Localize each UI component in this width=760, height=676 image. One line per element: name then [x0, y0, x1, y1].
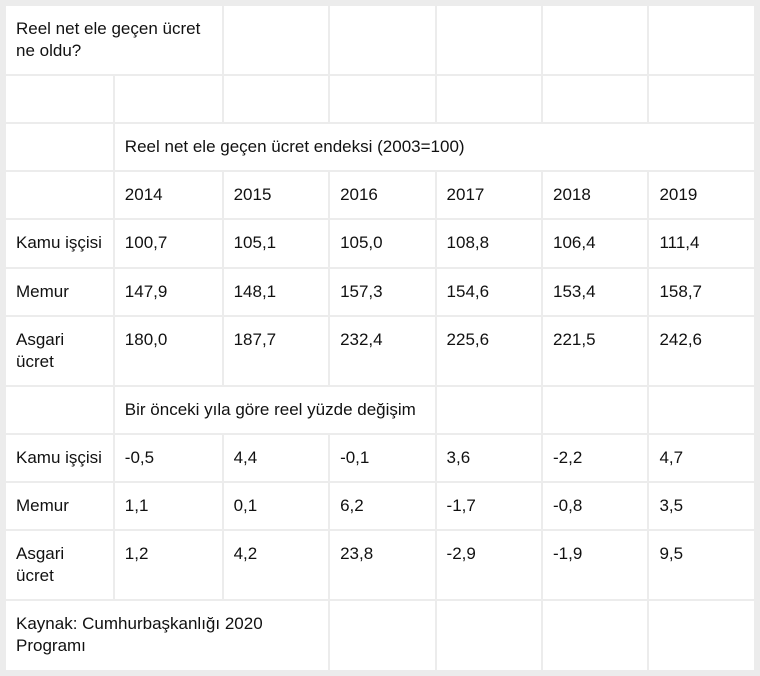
cell: -1,7	[437, 483, 541, 529]
empty-cell	[437, 601, 541, 669]
table-row: Kamu işçisi -0,5 4,4 -0,1 3,6 -2,2 4,7	[6, 435, 754, 481]
table-title: Reel net ele geçen ücret ne oldu?	[6, 6, 222, 74]
row-label: Asgari ücret	[6, 531, 113, 599]
cell: 106,4	[543, 220, 647, 266]
cell: 4,2	[224, 531, 328, 599]
empty-cell	[543, 387, 647, 433]
cell: 147,9	[115, 269, 222, 315]
section2-header-row: Bir önceki yıla göre reel yüzde değişim	[6, 387, 754, 433]
cell: 1,2	[115, 531, 222, 599]
empty-cell	[437, 6, 541, 74]
cell: -0,5	[115, 435, 222, 481]
source-text: Kaynak: Cumhurbaşkanlığı 2020 Programı	[6, 601, 328, 669]
empty-cell	[224, 6, 328, 74]
year-cell: 2018	[543, 172, 647, 218]
empty-cell	[6, 124, 113, 170]
table-row: Asgari ücret 1,2 4,2 23,8 -2,9 -1,9 9,5	[6, 531, 754, 599]
cell: 154,6	[437, 269, 541, 315]
cell: 105,1	[224, 220, 328, 266]
empty-cell	[649, 6, 754, 74]
row-label: Kamu işçisi	[6, 435, 113, 481]
empty-cell	[6, 172, 113, 218]
cell: 1,1	[115, 483, 222, 529]
year-cell: 2017	[437, 172, 541, 218]
year-cell: 2015	[224, 172, 328, 218]
cell: 4,4	[224, 435, 328, 481]
cell: 225,6	[437, 317, 541, 385]
row-label: Asgari ücret	[6, 317, 113, 385]
row-label: Memur	[6, 483, 113, 529]
empty-cell	[649, 387, 754, 433]
cell: 6,2	[330, 483, 434, 529]
empty-cell	[543, 601, 647, 669]
cell: 232,4	[330, 317, 434, 385]
empty-cell	[649, 601, 754, 669]
cell: 111,4	[649, 220, 754, 266]
cell: 23,8	[330, 531, 434, 599]
cell: 148,1	[224, 269, 328, 315]
cell: 158,7	[649, 269, 754, 315]
cell: -1,9	[543, 531, 647, 599]
cell: -0,1	[330, 435, 434, 481]
row-label: Kamu işçisi	[6, 220, 113, 266]
cell: 3,6	[437, 435, 541, 481]
year-cell: 2016	[330, 172, 434, 218]
empty-cell	[330, 76, 434, 122]
cell: -0,8	[543, 483, 647, 529]
table-row: Kamu işçisi 100,7 105,1 105,0 108,8 106,…	[6, 220, 754, 266]
source-row: Kaynak: Cumhurbaşkanlığı 2020 Programı	[6, 601, 754, 669]
row-label: Memur	[6, 269, 113, 315]
cell: 105,0	[330, 220, 434, 266]
cell: 4,7	[649, 435, 754, 481]
empty-cell	[543, 76, 647, 122]
cell: 153,4	[543, 269, 647, 315]
empty-cell	[115, 76, 222, 122]
wage-table: Reel net ele geçen ücret ne oldu? Reel n…	[4, 4, 756, 672]
empty-cell	[6, 76, 113, 122]
cell: 3,5	[649, 483, 754, 529]
section1-header: Reel net ele geçen ücret endeksi (2003=1…	[115, 124, 754, 170]
empty-cell	[649, 76, 754, 122]
table-container: Reel net ele geçen ücret ne oldu? Reel n…	[0, 0, 760, 676]
cell: 187,7	[224, 317, 328, 385]
cell: 9,5	[649, 531, 754, 599]
title-row: Reel net ele geçen ücret ne oldu?	[6, 6, 754, 74]
empty-cell	[6, 387, 113, 433]
cell: 100,7	[115, 220, 222, 266]
empty-cell	[543, 6, 647, 74]
table-row: Memur 1,1 0,1 6,2 -1,7 -0,8 3,5	[6, 483, 754, 529]
cell: 180,0	[115, 317, 222, 385]
section2-header: Bir önceki yıla göre reel yüzde değişim	[115, 387, 435, 433]
empty-cell	[437, 387, 541, 433]
cell: -2,2	[543, 435, 647, 481]
empty-cell	[224, 76, 328, 122]
section1-header-row: Reel net ele geçen ücret endeksi (2003=1…	[6, 124, 754, 170]
cell: 108,8	[437, 220, 541, 266]
cell: -2,9	[437, 531, 541, 599]
cell: 157,3	[330, 269, 434, 315]
cell: 221,5	[543, 317, 647, 385]
years-row: 2014 2015 2016 2017 2018 2019	[6, 172, 754, 218]
cell: 242,6	[649, 317, 754, 385]
table-row: Memur 147,9 148,1 157,3 154,6 153,4 158,…	[6, 269, 754, 315]
empty-cell	[330, 601, 434, 669]
year-cell: 2019	[649, 172, 754, 218]
empty-cell	[437, 76, 541, 122]
year-cell: 2014	[115, 172, 222, 218]
table-row: Asgari ücret 180,0 187,7 232,4 225,6 221…	[6, 317, 754, 385]
cell: 0,1	[224, 483, 328, 529]
empty-cell	[330, 6, 434, 74]
spacer-row	[6, 76, 754, 122]
